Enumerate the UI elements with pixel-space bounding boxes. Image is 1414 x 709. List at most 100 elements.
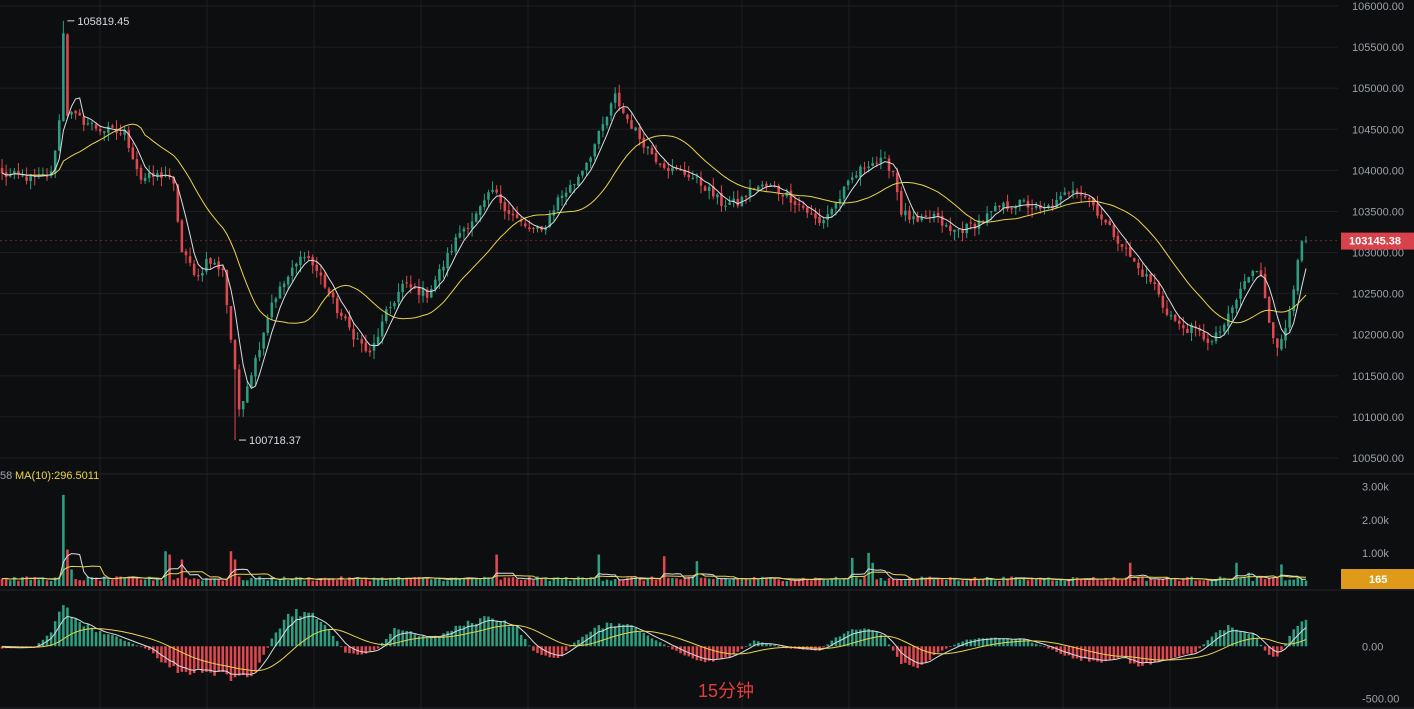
volume-bar	[887, 578, 891, 586]
candle	[507, 202, 511, 221]
candle	[1247, 276, 1250, 283]
candle	[850, 172, 854, 184]
volume-bar	[1271, 577, 1275, 586]
candle-body	[254, 357, 257, 377]
volume-bar	[393, 577, 396, 586]
candle-body	[139, 167, 143, 180]
macd-bar	[335, 641, 339, 647]
volume-bar	[761, 576, 764, 586]
volume-bar	[1018, 579, 1022, 586]
volume-bar	[94, 577, 98, 586]
candle	[8, 168, 12, 178]
macd-bar	[1145, 646, 1148, 663]
candle-body	[201, 273, 204, 276]
candle	[1006, 194, 1009, 212]
candle-body	[528, 227, 531, 230]
candle	[806, 206, 809, 218]
macd-bar	[409, 631, 413, 647]
candle	[1206, 332, 1210, 351]
macd-bar	[634, 627, 637, 647]
volume-bar	[1079, 579, 1083, 586]
volume-bar	[928, 576, 932, 586]
macd-bar	[487, 616, 490, 647]
volume-bar	[994, 580, 997, 586]
candle	[597, 130, 601, 150]
candle-body	[1190, 324, 1193, 334]
volume-bar	[703, 577, 707, 586]
macd-bar	[1071, 646, 1075, 659]
volume-bar	[290, 579, 294, 586]
candle-body	[1096, 204, 1099, 216]
candle-body	[846, 180, 850, 186]
candle-body	[605, 116, 609, 126]
macd-panel[interactable]	[0, 605, 1308, 681]
volume-bar	[511, 577, 515, 586]
price-axis[interactable]: 106000.00 105500.00 105000.00 104500.00 1040…	[1352, 1, 1404, 465]
candle	[127, 126, 131, 153]
candle	[973, 222, 977, 237]
volume-bar	[818, 578, 821, 586]
candle	[822, 216, 825, 229]
candle	[1116, 231, 1120, 252]
macd-bar	[642, 632, 646, 647]
candle-body	[70, 112, 73, 115]
candle-body	[397, 291, 400, 303]
candle	[49, 165, 53, 179]
candle	[156, 169, 159, 181]
macd-bar	[1034, 643, 1038, 647]
candle-body	[352, 328, 355, 340]
volume-bar	[1198, 580, 1201, 586]
macd-bar	[176, 646, 180, 674]
price-tick-label: 104000.00	[1352, 165, 1404, 177]
price-panel[interactable]: 105819.45 100718.37	[0, 16, 1308, 447]
volume-bar	[1239, 578, 1242, 586]
volume-bar	[13, 577, 16, 586]
volume-bar	[135, 577, 139, 586]
volume-panel[interactable]: 58 MA(10):296.5011 165	[0, 470, 1414, 589]
candle	[1239, 281, 1242, 307]
macd-bar	[319, 621, 323, 647]
volume-bar	[916, 578, 919, 586]
candle-body	[1280, 338, 1283, 350]
candle	[442, 260, 445, 279]
volume-bar	[389, 577, 392, 586]
macd-bar	[691, 646, 695, 659]
candle-body	[66, 34, 69, 116]
volume-bar	[266, 580, 269, 586]
candle-body	[107, 126, 110, 133]
candle-body	[523, 223, 527, 227]
volume-bar	[147, 576, 151, 586]
volume-bar	[756, 579, 760, 586]
candle-body	[425, 289, 429, 298]
candle	[622, 103, 625, 115]
macd-bar	[732, 646, 735, 654]
volume-bar	[1190, 576, 1193, 586]
volume-bar	[1206, 580, 1210, 586]
candle	[17, 162, 20, 179]
macd-bar	[1288, 635, 1291, 647]
volume-bar	[573, 579, 576, 586]
candle-body	[405, 282, 408, 284]
candle-body	[278, 286, 282, 299]
volume-bar	[409, 578, 413, 586]
macd-bar	[1088, 646, 1091, 662]
volume-bar	[1108, 580, 1112, 586]
candle	[286, 275, 290, 290]
macd-bar	[233, 646, 237, 678]
volume-bar	[617, 579, 621, 586]
price-tick-label: 104500.00	[1352, 124, 1404, 136]
volume-bar	[323, 577, 327, 586]
candle-body	[483, 200, 486, 207]
volume-bar	[262, 579, 265, 586]
volume-bar	[168, 554, 171, 586]
volume-bar	[229, 551, 233, 586]
candle	[352, 322, 355, 348]
volume-bar	[429, 579, 433, 586]
volume-bar	[667, 577, 670, 586]
candle-body	[123, 130, 126, 135]
macd-bar	[491, 618, 494, 647]
volume-bar	[45, 580, 49, 586]
macd-bar	[589, 631, 592, 647]
candle	[425, 286, 429, 303]
